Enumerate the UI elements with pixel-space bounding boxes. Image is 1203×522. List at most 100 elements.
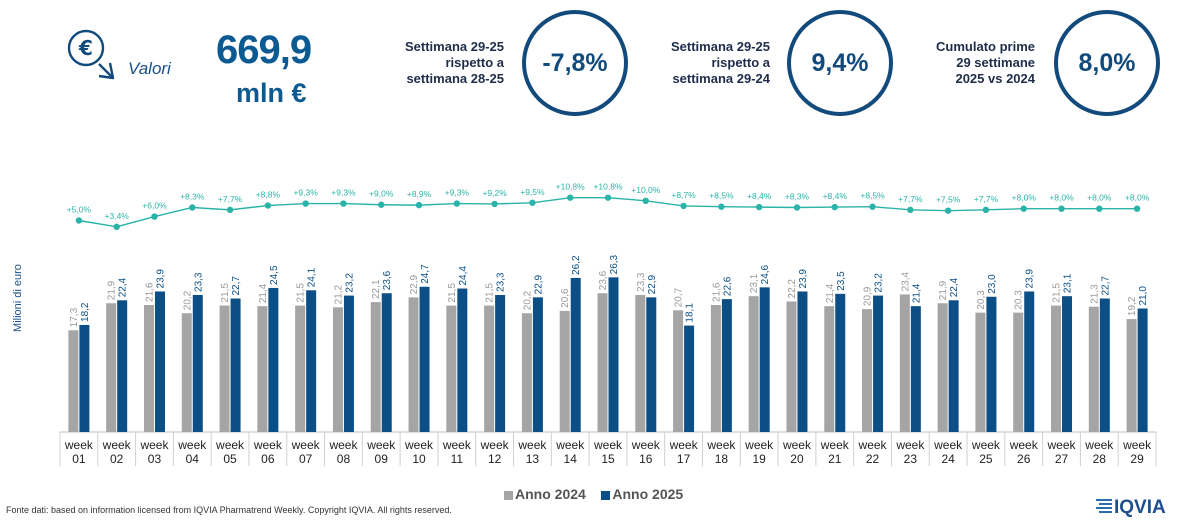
- comparison-1-line-2: rispetto a: [445, 55, 504, 70]
- growth-label: +8,4%: [823, 191, 848, 201]
- bar-label-2024: 21,5: [447, 283, 458, 303]
- comparison-3-line-2: 29 settimane: [956, 55, 1035, 70]
- x-tick-label: week: [555, 438, 585, 452]
- growth-label: +7,7%: [218, 194, 243, 204]
- growth-point: [793, 204, 801, 211]
- bar-2025: [570, 277, 581, 432]
- comparison-3-line-3: 2025 vs 2024: [955, 71, 1035, 86]
- growth-label: +8,9%: [407, 189, 432, 199]
- bar-label-2025: 24,7: [420, 264, 431, 284]
- bar-label-2025: 23,5: [836, 271, 847, 291]
- bar-2024: [937, 303, 948, 432]
- bar-2024: [1051, 305, 1062, 432]
- growth-label: +7,7%: [898, 194, 923, 204]
- bar-label-2024: 21,5: [1052, 283, 1063, 303]
- comparison-2-line-1: Settimana 29-25: [671, 39, 770, 54]
- growth-point: [1020, 205, 1027, 212]
- growth-label: +6,0%: [142, 201, 167, 211]
- x-tick-label-number: 23: [904, 452, 918, 466]
- euro-down-arrow-icon: €: [67, 29, 115, 80]
- x-tick-label: week: [895, 438, 925, 452]
- bar-2024: [332, 307, 343, 432]
- bar-label-2024: 21,2: [333, 284, 344, 304]
- kpi-value: 669,9: [216, 28, 312, 72]
- x-tick-label: week: [631, 438, 661, 452]
- x-tick-label: week: [366, 438, 396, 452]
- x-tick-label-number: 07: [299, 452, 313, 466]
- bar-2024: [219, 305, 230, 432]
- x-tick-label: week: [64, 438, 94, 452]
- bar-label-2024: 20,2: [182, 290, 193, 310]
- bar-label-2024: 21,4: [825, 283, 836, 303]
- growth-label: +8,4%: [747, 191, 772, 201]
- growth-point: [453, 200, 461, 207]
- comparison-1-value: -7,8%: [542, 48, 608, 77]
- x-tick-label: week: [442, 438, 472, 452]
- x-tick-label: week: [820, 438, 850, 452]
- bar-2024: [68, 330, 79, 432]
- growth-label: +8,8%: [256, 190, 281, 200]
- bar-label-2025: 23,2: [344, 273, 355, 293]
- x-tick-label-number: 16: [639, 452, 653, 466]
- iqvia-logo-icon: IQVIA: [1096, 497, 1166, 518]
- bar-label-2024: 23,1: [749, 273, 760, 293]
- bar-label-2024: 21,5: [296, 283, 307, 303]
- x-tick-label: week: [1009, 438, 1039, 452]
- legend-swatch-2024: [504, 490, 513, 500]
- bar-label-2025: 22,9: [533, 274, 544, 294]
- x-tick-label-number: 10: [412, 452, 426, 466]
- svg-text:€: €: [78, 36, 93, 60]
- x-tick-label: week: [933, 438, 963, 452]
- growth-point: [1133, 205, 1141, 212]
- bar-label-2025: 22,7: [231, 276, 242, 296]
- bar-2025: [1099, 298, 1110, 432]
- bar-label-2025: 22,4: [949, 277, 960, 297]
- bar-2024: [824, 306, 835, 432]
- bar-2024: [1013, 312, 1024, 432]
- bar-2025: [1062, 296, 1073, 432]
- growth-point: [491, 200, 498, 208]
- bar-2025: [797, 291, 808, 432]
- x-tick-label-number: 13: [526, 452, 540, 466]
- x-tick-label-number: 15: [601, 452, 615, 466]
- source-note: Fonte dati: based on information license…: [6, 505, 452, 515]
- growth-label: +10,8%: [556, 182, 586, 192]
- growth-point: [642, 197, 649, 204]
- x-tick-label: week: [291, 438, 321, 452]
- bar-label-2024: 22,2: [787, 279, 798, 299]
- bar-label-2024: 22,9: [409, 274, 420, 294]
- bar-label-2025: 18,2: [80, 302, 91, 322]
- bar-label-2025: 22,7: [1100, 276, 1111, 296]
- bar-2024: [899, 294, 910, 432]
- bar-2025: [79, 324, 90, 432]
- bar-2024: [748, 296, 759, 432]
- growth-point: [755, 203, 763, 211]
- x-tick-label: week: [858, 438, 888, 452]
- bar-label-2024: 20,3: [976, 290, 987, 310]
- bar-2025: [721, 299, 732, 432]
- x-tick-label: week: [1122, 438, 1152, 452]
- growth-label: +7,5%: [936, 195, 961, 205]
- growth-point: [226, 206, 234, 214]
- growth-point: [1096, 205, 1103, 212]
- growth-label: +8,0%: [1125, 193, 1150, 203]
- comparison-2-value: 9,4%: [811, 48, 869, 77]
- bar-2024: [1088, 306, 1099, 432]
- comparison-2-line-2: rispetto a: [711, 55, 770, 70]
- bar-2025: [835, 293, 846, 432]
- x-tick-label: week: [139, 438, 169, 452]
- growth-point: [907, 206, 914, 214]
- comparison-2-circle: 9,4%: [787, 10, 893, 116]
- bar-2025: [117, 300, 128, 432]
- comparison-1-text: Settimana 29-25 rispetto a settimana 28-…: [364, 39, 504, 87]
- growth-label: +8,0%: [1087, 193, 1112, 203]
- bar-label-2025: 23,3: [193, 272, 204, 292]
- growth-point: [264, 202, 272, 209]
- x-tick-label: week: [215, 438, 245, 452]
- comparison-3-value: 8,0%: [1078, 48, 1136, 77]
- comparison-3-circle: 8,0%: [1054, 10, 1160, 116]
- growth-label: +9,5%: [520, 187, 545, 197]
- bar-2024: [710, 304, 721, 432]
- bar-label-2024: 21,9: [938, 280, 949, 300]
